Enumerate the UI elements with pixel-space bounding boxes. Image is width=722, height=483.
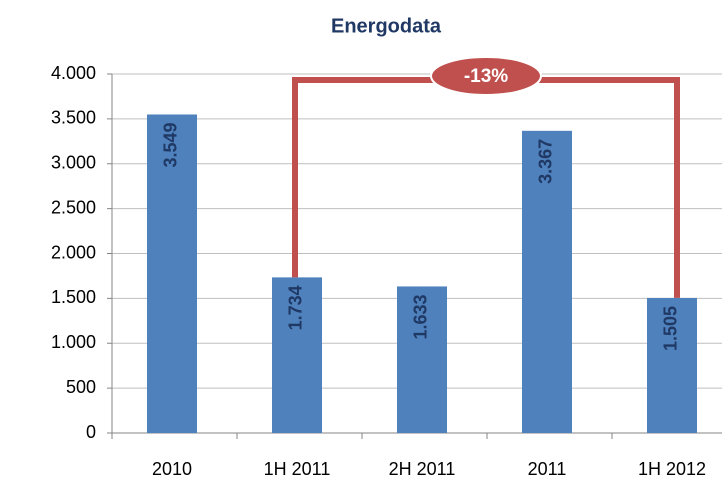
value-label: 3.549 — [161, 122, 181, 167]
y-tick-label: 0 — [86, 422, 96, 442]
chart-title: Energodata — [331, 15, 442, 37]
x-tick-label: 2H 2011 — [389, 459, 456, 479]
x-tick-label: 2010 — [152, 459, 192, 479]
y-tick-label: 3.500 — [51, 108, 96, 128]
x-tick-label: 1H 2012 — [638, 459, 706, 479]
y-tick-label: 1.000 — [51, 332, 96, 352]
y-tick-label: 4.000 — [51, 63, 96, 83]
bar — [147, 114, 197, 434]
bar — [397, 286, 447, 433]
x-tick-label: 1H 2011 — [264, 459, 331, 479]
x-tick-label: 2011 — [528, 459, 567, 479]
y-tick-label: 2.000 — [51, 242, 96, 262]
bar — [272, 277, 322, 433]
value-label: 1.734 — [286, 285, 306, 330]
value-label: 1.633 — [411, 294, 431, 339]
y-tick-label: 1.500 — [51, 287, 96, 307]
change-label: -13% — [464, 66, 508, 87]
value-label: 3.367 — [536, 139, 556, 184]
y-tick-label: 3.000 — [51, 153, 96, 173]
bar — [522, 130, 572, 433]
y-tick-label: 2.500 — [51, 197, 96, 217]
change-bracket — [292, 77, 680, 298]
y-tick-label: 500 — [66, 377, 96, 397]
bar — [647, 297, 697, 433]
change-badge — [430, 56, 542, 96]
value-label: 1.505 — [661, 306, 681, 351]
